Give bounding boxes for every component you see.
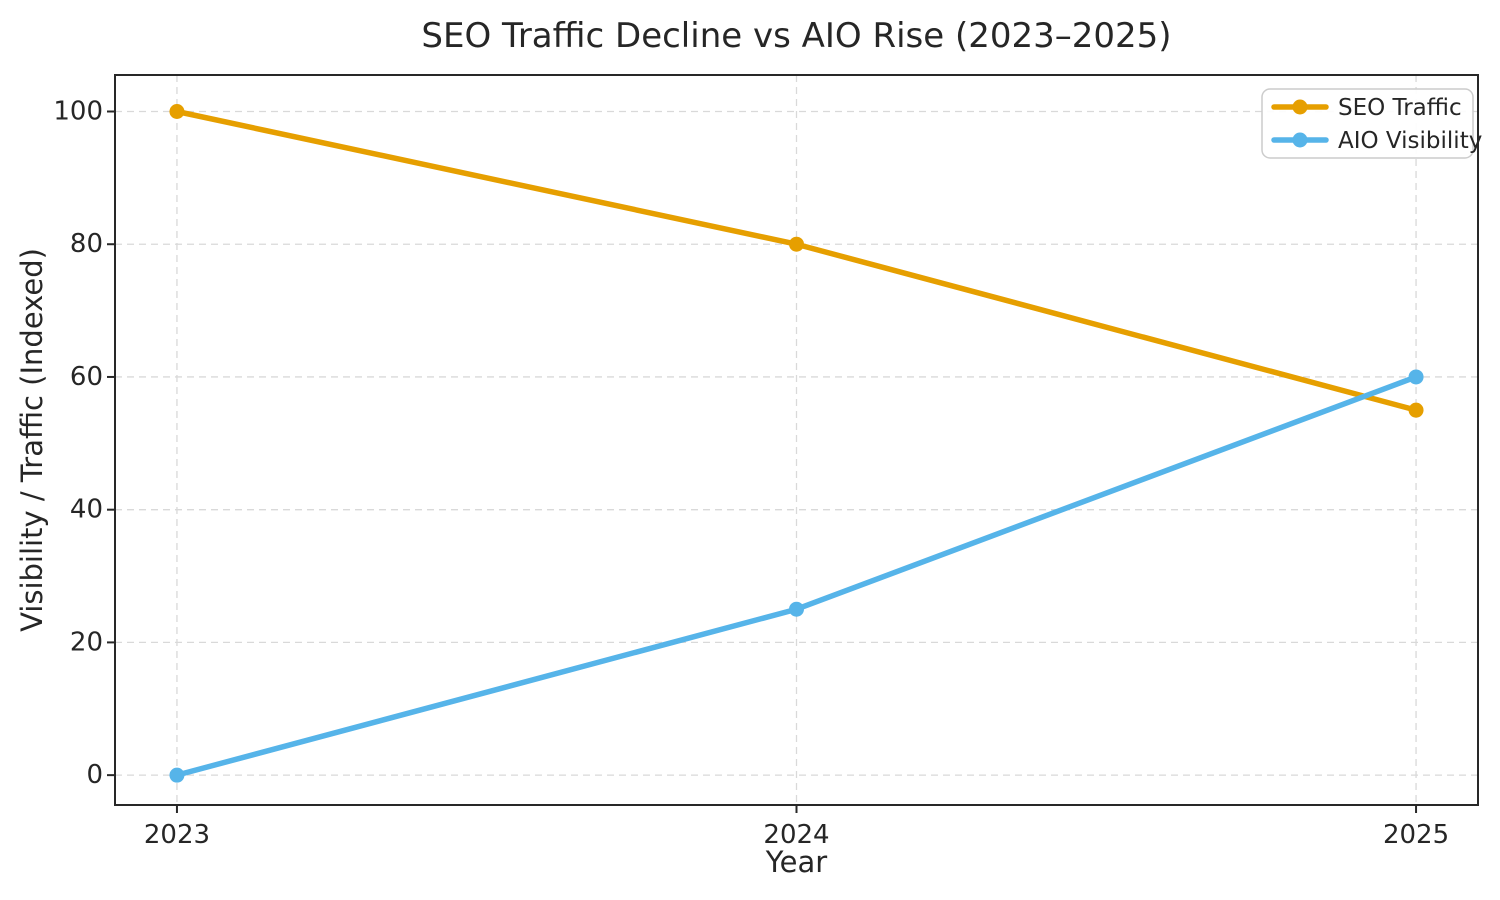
y-tick-label-100: 100 [53,97,103,127]
data-point-aio-visibility-2023 [169,767,185,783]
y-tick-label-20: 20 [70,627,103,657]
data-point-aio-visibility-2025 [1408,369,1424,385]
x-tick-label-2025: 2025 [1383,820,1449,850]
legend-label-seo-traffic: SEO Traffic [1338,95,1462,121]
data-point-aio-visibility-2024 [789,601,804,617]
data-point-seo-traffic-2025 [1408,402,1424,418]
legend-marker-aio-visibility [1292,132,1308,148]
legend-label-aio-visibility: AIO Visibility [1338,128,1482,154]
x-tick-label-2023: 2023 [144,820,210,850]
x-tick-label-2024: 2024 [763,820,829,850]
y-tick-label-80: 80 [70,229,103,259]
data-point-seo-traffic-2024 [789,236,804,252]
chart-title: SEO Traffic Decline vs AIO Rise (2023–20… [421,16,1172,56]
data-point-seo-traffic-2023 [169,104,185,119]
x-axis-label: Year [765,845,828,879]
y-tick-label-0: 0 [86,760,103,790]
y-tick-label-60: 60 [70,362,103,392]
legend-marker-seo-traffic [1292,99,1308,115]
y-tick-label-40: 40 [70,495,103,525]
